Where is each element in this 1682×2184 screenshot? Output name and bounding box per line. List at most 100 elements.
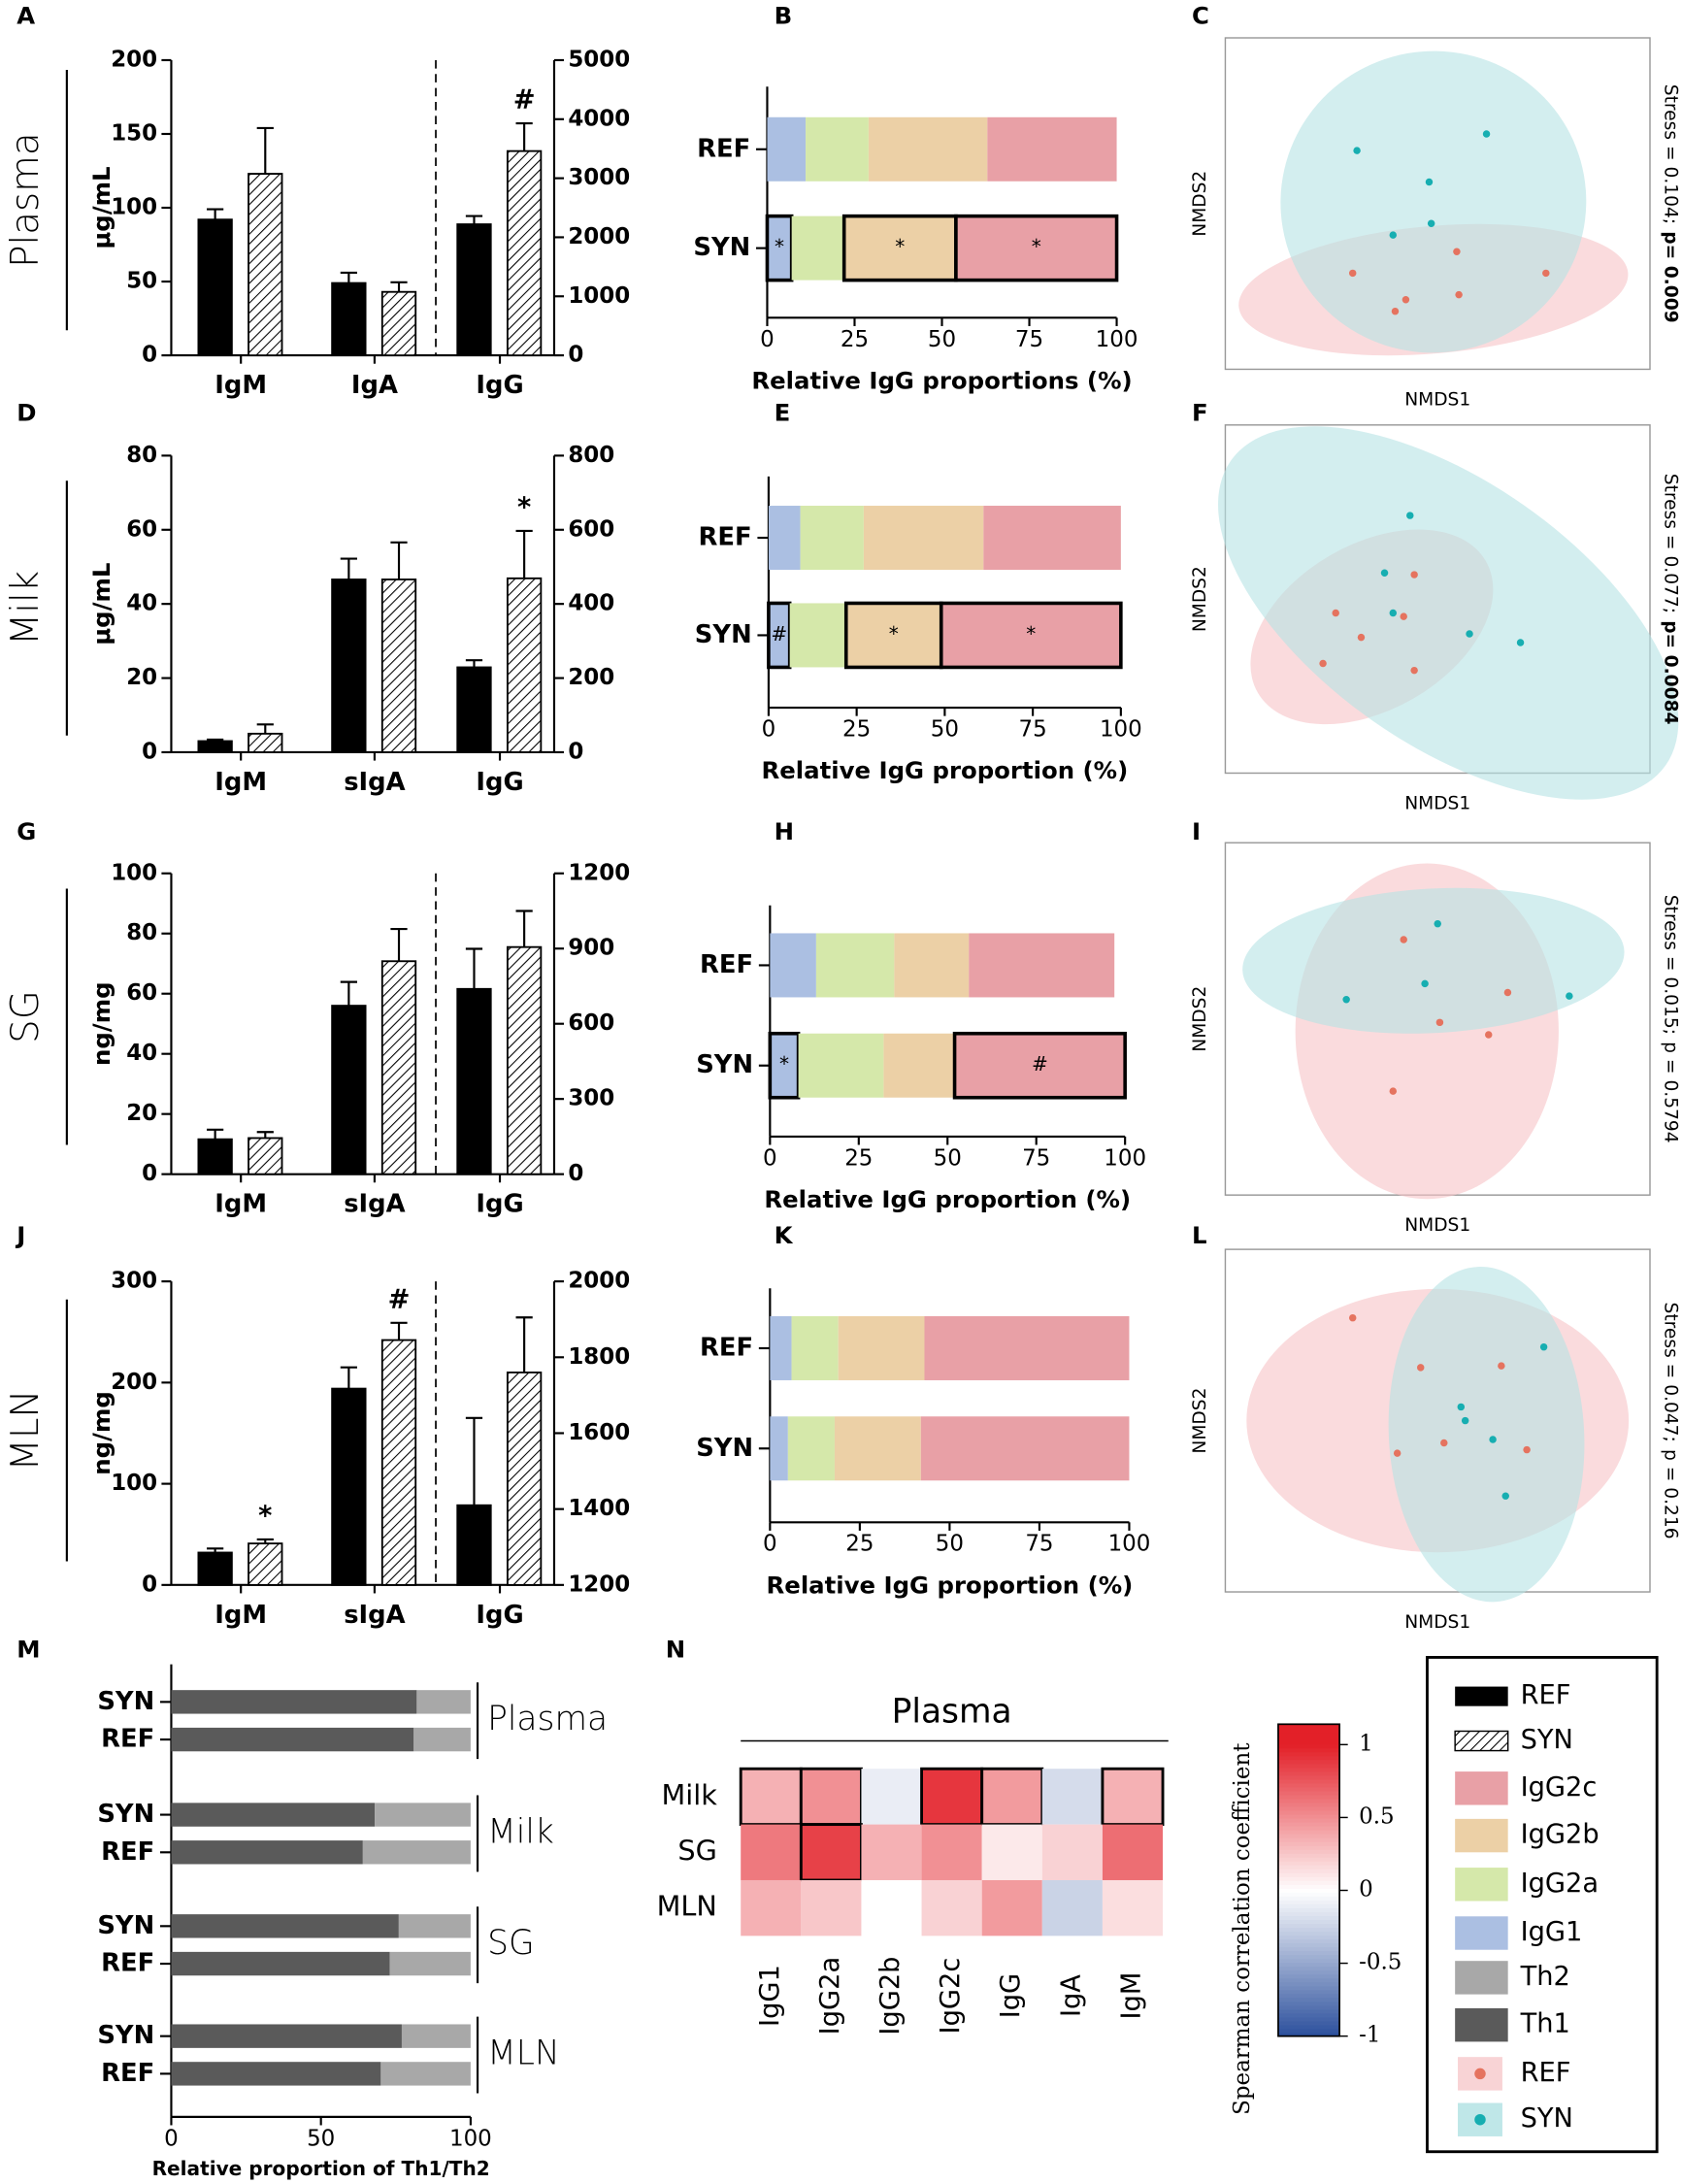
colorbar-strip: [1277, 2008, 1340, 2014]
x-tick-label: 100: [1100, 717, 1142, 743]
colorbar-strip: [1277, 1821, 1340, 1827]
heat-cell: [1041, 1824, 1103, 1880]
heat-cell: [981, 1879, 1042, 1936]
bar: [197, 740, 233, 753]
x-axis-label: Relative IgG proportion (%): [764, 1185, 1131, 1213]
colorbar-strip: [1277, 1875, 1340, 1881]
colorbar-strip: [1277, 1844, 1340, 1850]
panel-letter: H: [775, 817, 794, 845]
panel-letter: B: [775, 1, 793, 29]
colorbar-strip: [1277, 1993, 1340, 1999]
y2-tick-label: 1200: [568, 1572, 630, 1597]
bar-segment: [863, 506, 984, 571]
point: [1455, 290, 1463, 299]
colorbar-strip: [1277, 2016, 1340, 2022]
heat-cell: [1101, 1767, 1165, 1827]
column-label: IgG2a: [815, 1957, 845, 2035]
x-tick-label: 75: [1022, 1145, 1050, 1171]
y-tick-label: SYN: [97, 1687, 154, 1716]
colorbar-strip: [1277, 1743, 1340, 1749]
legend-swatch: [1455, 1771, 1508, 1805]
colorbar-strip: [1277, 1950, 1340, 1956]
stats-p: p = 0.5794: [1661, 1042, 1681, 1142]
ellipse: [1388, 1267, 1585, 1603]
bar-segment: [770, 1416, 788, 1481]
y-tick-label: REF: [700, 1333, 753, 1362]
panel-letter: E: [775, 398, 791, 426]
y-tick-label: 20: [126, 1101, 157, 1126]
bar-segment: [791, 1315, 839, 1380]
y-tick-label: SYN: [97, 1800, 154, 1829]
colorbar-strip: [1277, 1935, 1340, 1940]
bar: [247, 1137, 283, 1175]
y2-tick-label: 5000: [568, 47, 630, 72]
bar: [247, 1542, 283, 1586]
heat-cell: [1041, 1769, 1103, 1825]
stats-p: p= 0.0084: [1661, 620, 1681, 724]
panel-letter: D: [16, 398, 36, 426]
colorbar-strip: [1277, 1911, 1340, 1916]
point: [1482, 130, 1491, 138]
colorbar-strip: [1277, 1809, 1340, 1815]
y2-tick-label: 200: [568, 665, 614, 690]
legend-swatch: [1455, 1961, 1508, 1995]
colorbar-strip: [1277, 1755, 1340, 1761]
y2-tick-label: 400: [568, 591, 614, 616]
bar: [380, 579, 417, 753]
bar: [197, 1138, 233, 1175]
x-tick-label: 25: [844, 1145, 873, 1171]
x-tick-label: 50: [307, 2126, 335, 2151]
panel-letter: J: [15, 1221, 25, 1249]
heatmap-title: Plasma: [892, 1692, 1012, 1731]
bar-segment: [380, 2062, 471, 2086]
bar: [456, 666, 492, 753]
colorbar-strip: [1277, 1973, 1340, 1979]
legend-label: Th2: [1520, 1962, 1570, 1992]
y-tick-label: 200: [111, 1370, 157, 1395]
legend-swatch: [1455, 1916, 1508, 1950]
legend-label: SYN: [1521, 1725, 1573, 1755]
colorbar-strip: [1277, 1969, 1340, 1975]
colorbar-strip: [1277, 1923, 1340, 1929]
point: [1389, 609, 1398, 617]
heat-cell: [921, 1879, 982, 1936]
y-tick-label: 50: [126, 269, 157, 294]
x-tick-label: 25: [842, 717, 871, 743]
point: [1400, 936, 1407, 943]
x-tick-label: IgG: [476, 1601, 523, 1630]
colorbar-strip: [1277, 1840, 1340, 1846]
colorbar-strip: [1277, 1931, 1340, 1936]
bar-segment: [868, 116, 988, 182]
bar: [380, 1339, 417, 1586]
bar-segment: [815, 933, 895, 998]
annotation: *: [1026, 622, 1036, 645]
panel-letter: M: [16, 1635, 40, 1663]
x-tick-label: 100: [1108, 1532, 1151, 1557]
point: [1453, 248, 1461, 255]
point: [1425, 178, 1434, 186]
annotation: *: [258, 1501, 272, 1531]
point: [1410, 666, 1418, 675]
legend-label: IgG2b: [1521, 1820, 1600, 1850]
legend-swatch: [1455, 2007, 1508, 2042]
heat-cell: [980, 1767, 1044, 1827]
colorbar-strip: [1277, 1915, 1340, 1921]
colorbar-strip: [1277, 2032, 1340, 2037]
point: [1348, 269, 1357, 278]
point: [1416, 1364, 1425, 1372]
legend-label: Th1: [1520, 2009, 1570, 2039]
panel-letter: A: [16, 1, 35, 29]
point: [1410, 571, 1418, 579]
point: [1489, 1436, 1497, 1443]
legend-label: REF: [1521, 2058, 1571, 2088]
y-tick-label: 300: [111, 1269, 157, 1294]
x-axis-label: Relative IgG proportion (%): [761, 756, 1128, 784]
y-axis-label: μg/mL: [87, 166, 115, 248]
row-label: Milk: [4, 571, 48, 645]
panel-letter: G: [16, 817, 36, 845]
column-label: IgM: [1116, 1972, 1146, 2020]
point: [1393, 1449, 1402, 1457]
bar-segment: [883, 1033, 955, 1098]
x-tick-label: 0: [760, 327, 775, 352]
bar: [197, 218, 233, 357]
